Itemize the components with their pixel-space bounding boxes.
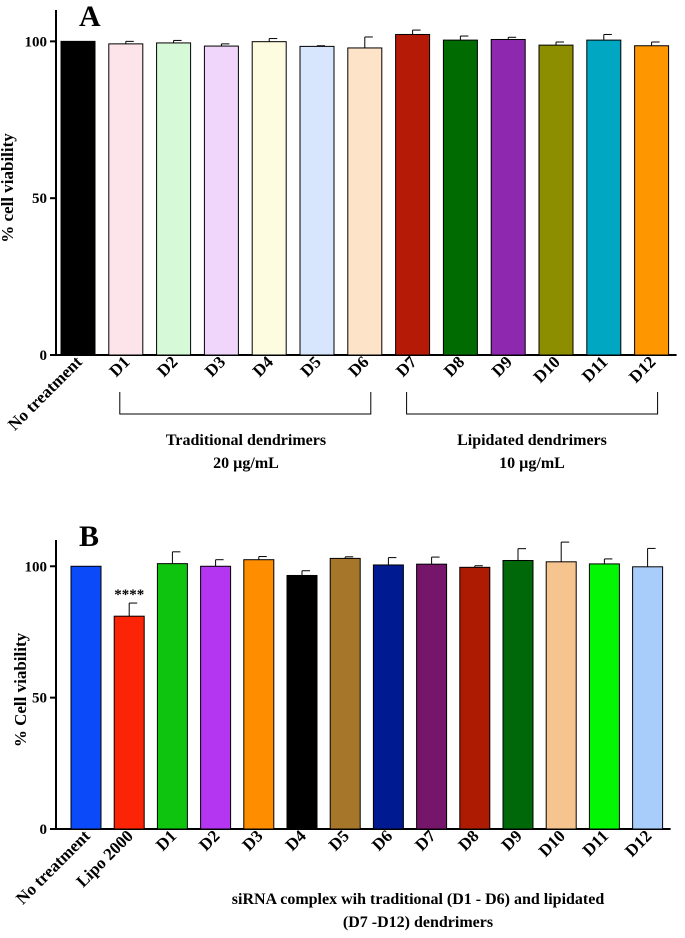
panel-a-bar (108, 43, 144, 356)
panel-b-category-label: D11 (579, 826, 612, 859)
panel-b-category-label: D3 (238, 826, 266, 854)
panel-a-ytick-label: 50 (32, 191, 47, 207)
panel-a-bar (395, 33, 431, 356)
group-label-traditional: Traditional dendrimers (166, 432, 326, 449)
panel-a-bar (490, 38, 526, 356)
panel-b-bar (588, 563, 620, 830)
panel-b-category-label: D4 (282, 826, 310, 854)
panel-b-bar (632, 566, 664, 830)
panel-a-category-label: D6 (344, 352, 372, 380)
panel-b-ytick-label: 100 (25, 559, 48, 575)
panel-a-bar (203, 45, 239, 356)
panel-b-category-label: D7 (411, 826, 439, 854)
panel-a-bar (251, 41, 287, 356)
panel-a-bar (347, 47, 383, 356)
panel-b-category-label: D8 (454, 826, 482, 854)
panel-a-ytick-label: 100 (25, 34, 48, 50)
group-sublabel-traditional: 20 µg/mL (213, 455, 279, 472)
group-label-lipidated: Lipidated dendrimers (457, 432, 607, 449)
panel-b-bar (416, 563, 448, 830)
panel-a-label: A (79, 0, 101, 33)
panel-b-bar (502, 559, 534, 830)
group-sublabel-lipidated: 10 µg/mL (499, 455, 565, 472)
panel-a-category-label: D11 (578, 352, 611, 385)
panel-b-ytick-label: 0 (40, 822, 48, 838)
panel-a-category-label: D4 (249, 352, 277, 380)
panel-a-ylabel: % cell viability (0, 133, 17, 243)
panel-b-ylabel: % Cell viability (11, 632, 30, 747)
panel-b-category-label: D10 (535, 826, 569, 860)
panel-b-category-label: D9 (498, 826, 526, 854)
panel-b-bar (113, 615, 145, 830)
panel-a-bar (299, 45, 335, 356)
panel-a-category-label: D8 (440, 352, 468, 380)
panel-b-ytick-label: 50 (32, 691, 47, 707)
panel-a-bar (586, 39, 622, 356)
panel-a-bar (442, 39, 478, 356)
panel-b-category-label: D12 (621, 826, 655, 860)
panel-a-bar (538, 44, 574, 356)
panel-a-category-label: D7 (392, 352, 420, 380)
panel-b-category-label: D1 (152, 826, 180, 854)
panel-b-bar (243, 559, 275, 830)
panel-a: A % cell viability 0 50 100 No treatment D1 D… (0, 0, 677, 472)
panel-b-caption-line2: (D7 -D12) dendrimers (343, 914, 493, 931)
panel-b-bar (70, 565, 102, 830)
panel-b-bar (156, 563, 188, 830)
panel-a-category-label: D1 (105, 352, 133, 380)
panel-a-category-label: D5 (297, 352, 325, 380)
panel-b-caption-line1: siRNA complex wih traditional (D1 - D6) … (232, 891, 605, 908)
panel-b-category-label: D6 (368, 826, 396, 854)
panel-b-bar (286, 574, 318, 830)
panel-a-category-label: D9 (488, 352, 516, 380)
group-bracket-traditional (119, 392, 372, 415)
group-bracket-lipidated (406, 392, 659, 415)
panel-b-category-label: D2 (195, 826, 223, 854)
panel-b-bar (459, 566, 491, 830)
panel-a-bar (60, 40, 96, 356)
panel-b-category-label: D5 (325, 826, 353, 854)
panel-a-ytick-label: 0 (40, 348, 48, 364)
panel-a-bar (156, 42, 192, 356)
panel-a-bar (634, 45, 670, 356)
panel-b-significance-label: **** (114, 587, 144, 603)
panel-b-label: B (79, 520, 99, 553)
panel-b-bar (329, 557, 361, 830)
panel-a-category-label: D3 (201, 352, 229, 380)
panel-a-category-label: D12 (625, 352, 659, 386)
panel-b-bar (372, 564, 404, 830)
panel-b-bar (545, 561, 577, 830)
panel-a-category-label: D2 (153, 352, 181, 380)
panel-a-category-label: No treatment (4, 352, 86, 434)
panel-a-category-label: D10 (530, 352, 564, 386)
panel-b-bar (200, 565, 232, 830)
